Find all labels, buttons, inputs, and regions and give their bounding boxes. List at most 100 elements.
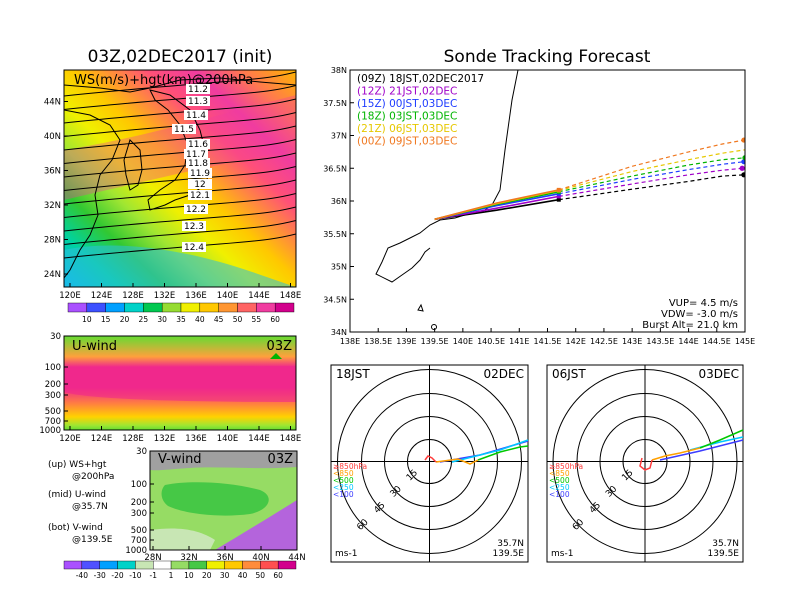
legend-line-2: @35.7N: [72, 502, 108, 512]
hodograph-time: 18JST: [336, 367, 370, 381]
colorbar-label: 60: [273, 571, 283, 580]
y-tick-label: 44N: [44, 98, 61, 108]
height-label: 12.4: [184, 243, 204, 253]
height-label-bg: [186, 158, 210, 168]
height-label: 11.8: [188, 159, 208, 169]
colorbar-cell: [237, 302, 257, 313]
height-label-bg: [182, 221, 206, 231]
u-x-tick-label: 144E: [248, 434, 270, 444]
hodograph-time-bg: [333, 367, 373, 380]
hodograph-lon: 139.5E: [708, 549, 740, 559]
track-legend-entry: (21Z) 06JST,03DEC: [357, 123, 457, 135]
landing-point: [742, 155, 745, 161]
colorbar-label: 40: [195, 315, 205, 324]
colorbar-cell: [188, 560, 207, 570]
track-island-1: [417, 303, 424, 312]
x-tick-label: 140E: [217, 291, 239, 301]
track-y-tick-label: 36N: [331, 197, 347, 206]
burst-point: [556, 187, 561, 192]
ws-colorbar: 10 15 20 25 30 35 40 45 50 55 60: [67, 302, 295, 324]
v-y-tick-label: 200: [131, 498, 147, 508]
ws-y-ticks: 24N 28N 32N 36N 40N 44N: [44, 98, 68, 280]
colorbar-label: 40: [238, 571, 248, 580]
track-legend-entry: (12Z) 21JST,02DEC: [357, 86, 457, 98]
pressure-legend-entry: ≥850hPa: [549, 462, 583, 471]
v-x-ticks: 28N 32N 36N 40N 44N: [144, 546, 306, 563]
height-label-bg: [172, 124, 196, 134]
colorbar-cell: [153, 560, 172, 570]
track-y-tick-label: 35.5N: [323, 230, 347, 239]
legend-line-2: @139.5E: [72, 535, 113, 545]
ws-x-ticks: 120E 124E 128E 132E 136E 140E 144E 148E: [59, 283, 301, 301]
colorbar-cell: [256, 302, 276, 313]
height-label-bg: [186, 96, 210, 106]
track-y-tick-label: 37.5N: [323, 99, 347, 108]
track-x-tick-label: 138E: [340, 337, 360, 346]
hodograph-unit: ms-1: [335, 549, 357, 559]
height-contour: [64, 193, 296, 218]
pressure-legend-entry: <850: [549, 469, 570, 478]
v-x-tick-label: 32N: [180, 553, 197, 563]
track-ascent-line: [434, 195, 559, 221]
pressure-legend-entry: <100: [549, 490, 570, 499]
landing-point: [741, 137, 745, 143]
hodograph-lat: 35.7N: [712, 539, 739, 549]
hodograph-date: 03DEC: [699, 367, 739, 381]
v-y-tick-label: 1000: [125, 546, 147, 556]
v-wind-overlay: [150, 451, 297, 550]
u-wind-marker: [270, 353, 282, 359]
colorbar-cell: [161, 302, 182, 313]
colorbar-cell: [170, 560, 190, 570]
pressure-legend-entry: <100: [333, 490, 354, 499]
height-contour: [64, 206, 296, 232]
left-title: 03Z,02DEC2017 (init): [88, 47, 273, 67]
legend-line-1: (mid) U-wind: [48, 490, 106, 500]
track-legend-entry: (09Z) 18JST,02DEC2017: [357, 73, 484, 85]
landing-point: [741, 159, 745, 165]
colorbar-label: 15: [101, 315, 111, 324]
track-ascent-line: [434, 189, 559, 221]
track-x-tick-label: 141.5E: [534, 337, 562, 346]
u-x-tick-label: 136E: [185, 434, 207, 444]
u-y-tick-label: 200: [45, 380, 61, 390]
colorbar-cell: [135, 560, 154, 570]
height-contour: [64, 125, 296, 151]
colorbar-cell: [274, 302, 295, 313]
colorbar-cell: [124, 302, 144, 313]
legend-line-1: (up) WS+hgt: [48, 460, 107, 470]
colorbar-label: 35: [176, 315, 186, 324]
colorbar-cell: [99, 560, 118, 570]
u-x-ticks: 120E 124E 128E 132E 136E 140E 144E 148E: [59, 426, 301, 444]
ws-frame: [63, 69, 297, 288]
x-tick-label: 124E: [91, 291, 113, 301]
x-tick-label: 148E: [280, 291, 302, 301]
track-x-tick-label: 139.5E: [421, 337, 449, 346]
track-x-tick-label: 139E: [396, 337, 416, 346]
v-y-tick-label: 700: [131, 536, 147, 546]
pressure-legend-entry: <500: [333, 476, 354, 485]
colorbar-label: 20: [120, 315, 130, 324]
height-label: 11.2: [188, 85, 208, 95]
coastline-china: [64, 109, 121, 279]
v-wind-grey: [150, 451, 297, 471]
track-descent-line: [558, 149, 745, 192]
u-y-tick-label: 1000: [39, 426, 61, 436]
u-wind-frame: [63, 335, 297, 431]
track-info-line: VDW= -3.0 m/s: [661, 309, 738, 320]
track-x-tick-label: 142.5E: [590, 337, 618, 346]
height-label: 12.1: [190, 191, 210, 201]
ws-label: WS(m/s)+hgt(km)@200hPa: [74, 73, 253, 88]
height-label-bg: [184, 149, 208, 159]
v-wind-title: V-wind: [158, 452, 202, 467]
height-label-bg: [188, 190, 212, 200]
colorbar-label: 60: [270, 315, 280, 324]
pressure-legend-entry: <850: [333, 469, 354, 478]
track-x-tick-label: 144E: [678, 337, 698, 346]
track-legend-entry: (18Z) 03JST,03DEC: [357, 111, 457, 123]
height-label: 12.2: [186, 205, 206, 215]
height-label-bg: [186, 84, 210, 94]
colorbar-label: 1: [169, 571, 174, 580]
landing-point: [746, 147, 751, 152]
